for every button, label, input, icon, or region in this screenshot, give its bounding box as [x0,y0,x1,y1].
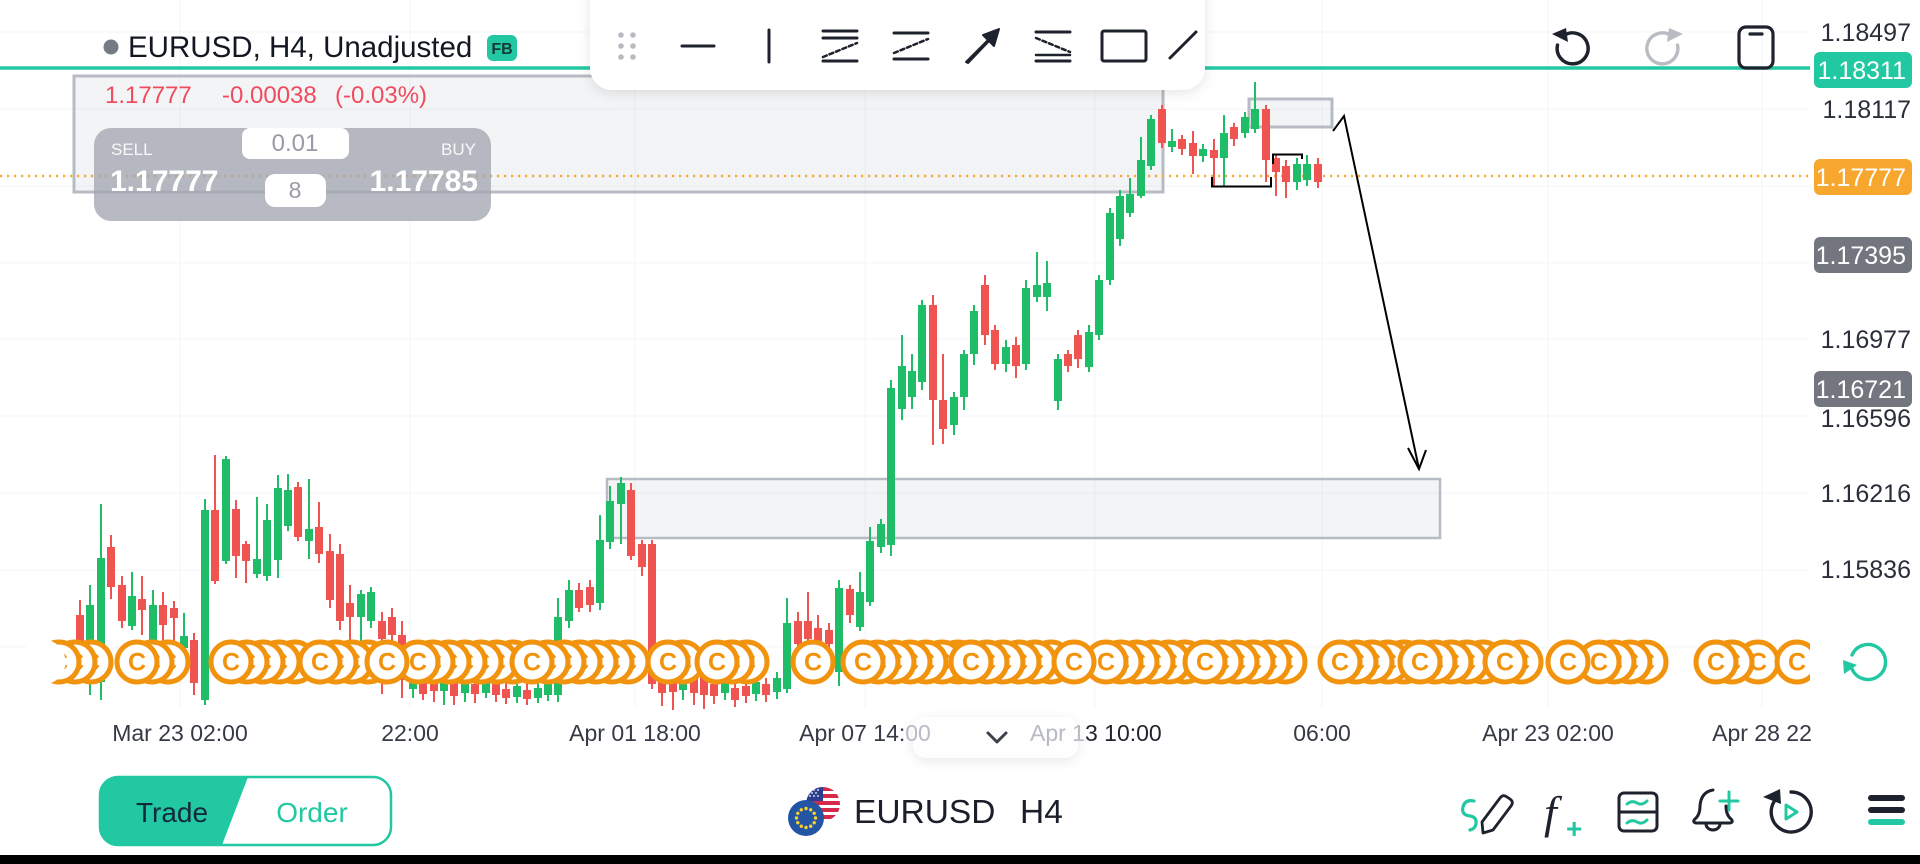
svg-text:1.15836: 1.15836 [1821,556,1911,584]
svg-text:Apr 07 14:00: Apr 07 14:00 [799,720,931,746]
svg-text:C: C [1196,649,1214,677]
svg-text:C: C [1411,649,1429,677]
svg-text:C: C [1590,649,1608,677]
svg-text:0.01: 0.01 [272,130,319,157]
svg-text:C: C [1097,649,1115,677]
svg-text:1.16721: 1.16721 [1816,376,1906,404]
svg-text:C: C [962,649,980,677]
svg-text:C: C [1788,649,1806,677]
svg-text:8: 8 [289,177,302,203]
svg-text:C: C [311,649,329,677]
svg-text:C: C [854,649,872,677]
svg-text:C: C [1707,649,1725,677]
svg-text:Apr 28 22: Apr 28 22 [1712,720,1812,746]
svg-text:Apr 23 02:00: Apr 23 02:00 [1482,720,1614,746]
svg-text:1.17777-0.00038(-0.03%): 1.17777 -0.00038 (-0.03%) [105,82,427,109]
svg-text:Mar 23 02:00: Mar 23 02:00 [112,720,248,746]
svg-text:C: C [708,649,726,677]
svg-text:1.16216: 1.16216 [1821,480,1911,508]
svg-text:C: C [1496,649,1514,677]
svg-text:Apr 01 18:00: Apr 01 18:00 [569,720,701,746]
svg-text:Apr 13 10:00: Apr 13 10:00 [1030,720,1162,746]
svg-text:1.17785: 1.17785 [370,165,478,198]
svg-text:1.16977: 1.16977 [1821,326,1911,354]
svg-text:BUY: BUY [441,140,476,159]
svg-text:EURUSD, H4, Unadjusted: EURUSD, H4, Unadjusted [128,31,472,64]
svg-text:C: C [1559,649,1577,677]
svg-text:FB: FB [491,41,512,58]
svg-text:1.17777: 1.17777 [1816,164,1906,192]
svg-text:22:00: 22:00 [381,720,439,746]
svg-text:C: C [1065,649,1083,677]
svg-text:C: C [1331,649,1349,677]
svg-text:Order: Order [276,797,348,828]
svg-text:+: + [1566,813,1582,844]
svg-text:EURUSD: EURUSD [854,794,995,831]
svg-text:C: C [378,649,396,677]
svg-text:1.18311: 1.18311 [1817,57,1906,85]
svg-text:C: C [804,649,822,677]
svg-text:C: C [128,649,146,677]
svg-text:C: C [409,649,427,677]
svg-text:C: C [222,649,240,677]
svg-text:H4: H4 [1020,794,1063,831]
svg-text:C: C [659,649,677,677]
svg-text:1.17777: 1.17777 [110,165,218,198]
svg-text:SELL: SELL [111,140,153,159]
svg-text:1.18117: 1.18117 [1822,96,1911,124]
svg-text:1.18497: 1.18497 [1821,19,1911,47]
svg-text:C: C [523,649,541,677]
svg-text:Trade: Trade [136,797,208,828]
svg-text:1.17395: 1.17395 [1816,242,1906,270]
svg-text:1.16596: 1.16596 [1821,405,1911,433]
svg-text:06:00: 06:00 [1293,720,1351,746]
